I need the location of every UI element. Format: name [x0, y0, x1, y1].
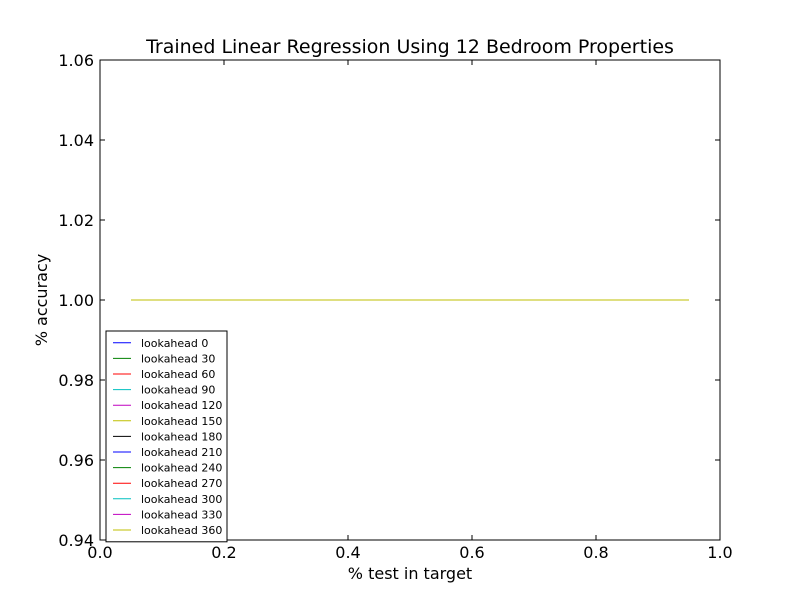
y-axis-label: % accuracy: [32, 254, 51, 346]
x-tick-label: 0.0: [87, 543, 112, 562]
chart-title: Trained Linear Regression Using 12 Bedro…: [145, 36, 674, 58]
legend-label: lookahead 240: [141, 462, 222, 475]
legend-label: lookahead 270: [141, 477, 222, 490]
legend-label: lookahead 0: [141, 337, 208, 350]
y-tick-label: 1.04: [58, 131, 94, 150]
legend: lookahead 0 lookahead 30 lookahead 60 looka…: [105, 330, 228, 543]
y-tick-label: 1.02: [58, 211, 94, 230]
legend-label: lookahead 210: [141, 446, 222, 459]
x-tick-label: 1.0: [707, 543, 732, 562]
legend-label: lookahead 120: [141, 399, 222, 412]
y-axis: 0.94 0.96 0.98 1.00 1.02 1.04 1.06: [58, 51, 720, 550]
legend-label: lookahead 60: [141, 368, 215, 381]
legend-label: lookahead 90: [141, 384, 215, 397]
x-axis-label: % test in target: [348, 564, 472, 583]
x-tick-label: 0.8: [583, 543, 608, 562]
legend-label: lookahead 300: [141, 493, 222, 506]
y-tick-label: 0.94: [58, 531, 94, 550]
x-axis: 0.0 0.2 0.4 0.6 0.8 1.0: [87, 60, 733, 562]
x-tick-label: 0.2: [211, 543, 236, 562]
y-tick-label: 0.96: [58, 451, 94, 470]
y-tick-label: 1.06: [58, 51, 94, 70]
legend-label: lookahead 180: [141, 430, 222, 443]
x-tick-label: 0.6: [459, 543, 484, 562]
x-tick-label: 0.4: [335, 543, 360, 562]
y-tick-label: 1.00: [58, 291, 94, 310]
legend-label: lookahead 360: [141, 524, 222, 537]
legend-label: lookahead 150: [141, 415, 222, 428]
legend-label: lookahead 330: [141, 508, 222, 521]
y-tick-label: 0.98: [58, 371, 94, 390]
legend-label: lookahead 30: [141, 352, 215, 365]
